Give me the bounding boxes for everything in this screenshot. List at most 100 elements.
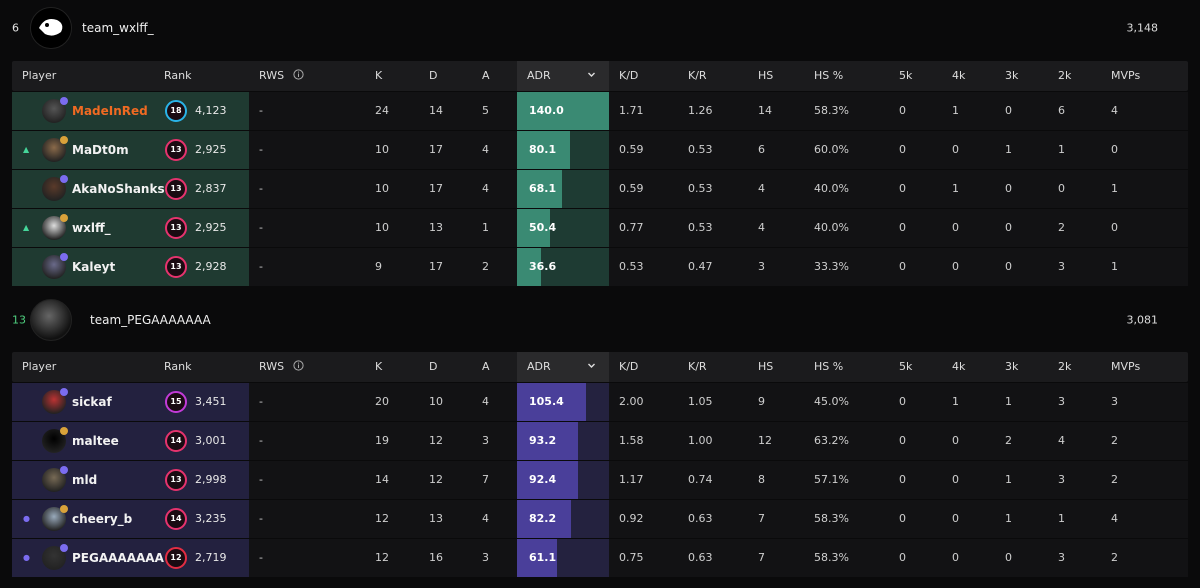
stat-rws: - <box>259 104 263 117</box>
column-header-adr[interactable]: ADR <box>527 69 551 82</box>
stat-k: 19 <box>375 434 389 447</box>
stat-kd: 0.75 <box>619 551 644 564</box>
column-header-kr[interactable]: K/R <box>688 69 707 82</box>
column-header-rank[interactable]: Rank <box>164 360 192 373</box>
info-icon[interactable] <box>293 352 304 382</box>
stat-k2: 2 <box>1058 221 1065 234</box>
stat-rws: - <box>259 143 263 156</box>
column-header-k5[interactable]: 5k <box>899 360 913 373</box>
column-header-kd[interactable]: K/D <box>619 360 639 373</box>
sub-badge-icon <box>60 427 68 435</box>
stat-hs-pct: 58.3% <box>814 104 849 117</box>
stats-cell-bg <box>249 422 1188 460</box>
column-header-k5[interactable]: 5k <box>899 69 913 82</box>
column-header-kd[interactable]: K/D <box>619 69 639 82</box>
column-header-hs-pct[interactable]: HS % <box>814 360 844 373</box>
player-name[interactable]: sickaf <box>72 395 112 409</box>
column-header-a[interactable]: A <box>482 360 490 373</box>
stat-k5: 0 <box>899 221 906 234</box>
scoreboard-team-2: Player Rank RWS K D A ADR K/D K/R HS HS % 5k 4k 3k 2k M… <box>12 352 1188 577</box>
adr-bar <box>517 500 572 538</box>
column-header-rws[interactable]: RWS <box>259 360 285 373</box>
player-name[interactable]: Kaleyt <box>72 260 116 274</box>
stat-k5: 0 <box>899 260 906 273</box>
chevron-down-icon[interactable] <box>587 352 596 382</box>
adr-value: 80.1 <box>529 143 557 156</box>
column-header-k4[interactable]: 4k <box>952 69 966 82</box>
team-round: 6 <box>12 21 19 35</box>
player-row[interactable]: maltee 14 3,001 93.2 - 19 12 3 1.58 1.00 12 63.2% 0 0… <box>12 422 1188 460</box>
adr-value: 82.2 <box>529 512 557 525</box>
player-name[interactable]: mld <box>72 473 98 487</box>
player-name[interactable]: cheery_b <box>72 512 133 526</box>
player-name[interactable]: MadeInRed <box>72 104 148 118</box>
info-icon[interactable] <box>293 61 304 91</box>
column-header-mvps[interactable]: MVPs <box>1111 69 1141 82</box>
player-name[interactable]: PEGAAAAAAA <box>72 551 164 565</box>
stat-k4: 0 <box>952 512 959 525</box>
stat-mvps: 3 <box>1111 395 1118 408</box>
team-header-1: 6 team_wxlff_ 3,148 <box>0 0 1200 56</box>
adr-value: 105.4 <box>529 395 564 408</box>
chevron-down-icon[interactable] <box>587 61 596 91</box>
stat-k3: 1 <box>1005 512 1012 525</box>
stat-hs: 7 <box>758 512 765 525</box>
column-header-player[interactable]: Player <box>22 69 57 82</box>
stat-a: 3 <box>482 551 489 564</box>
column-header-k2[interactable]: 2k <box>1058 69 1072 82</box>
column-header-kr[interactable]: K/R <box>688 360 707 373</box>
stat-hs: 7 <box>758 551 765 564</box>
team-avatar[interactable] <box>30 7 72 49</box>
stat-kd: 0.92 <box>619 512 644 525</box>
player-row[interactable]: sickaf 15 3,451 105.4 - 20 10 4 2.00 1.05 9 45.0% 0 1… <box>12 383 1188 421</box>
stat-k2: 1 <box>1058 143 1065 156</box>
stat-a: 4 <box>482 395 489 408</box>
column-header-mvps[interactable]: MVPs <box>1111 360 1141 373</box>
player-row[interactable]: ▲ MaDt0m 13 2,925 80.1-10 17 4 0.59 0.53 6 60.0% 0 0… <box>12 131 1188 169</box>
column-header-k3[interactable]: 3k <box>1005 360 1019 373</box>
column-header-d[interactable]: D <box>429 69 438 82</box>
adr-value: 36.6 <box>529 260 557 273</box>
stat-hs: 12 <box>758 434 772 447</box>
column-header-rank[interactable]: Rank <box>164 69 192 82</box>
stat-d: 12 <box>429 434 443 447</box>
team-name[interactable]: team_wxlff_ <box>82 21 154 35</box>
team-score: 3,081 <box>1126 313 1159 327</box>
adr-cell: 93.2 <box>517 422 609 460</box>
column-header-k[interactable]: K <box>375 69 383 82</box>
stats-cell-bg <box>249 209 1188 247</box>
player-name[interactable]: MaDt0m <box>72 143 129 157</box>
player-row[interactable]: Kaleyt 13 2,928 36.6 - 9 17 2 0.53 0.47 3 33.3% 0 0 0 3… <box>12 248 1188 286</box>
column-header-k[interactable]: K <box>375 360 383 373</box>
column-header-k3[interactable]: 3k <box>1005 69 1019 82</box>
player-row[interactable]: ● cheery_b 14 3,235 82.2-12 13 4 0.92 0.63 7 58.3%… <box>12 500 1188 538</box>
stat-hs-pct: 33.3% <box>814 260 849 273</box>
player-row[interactable]: ▲ wxlff_ 13 2,925 50.4 - 10 13 1 0.77 0.53 4 40.0% 0 0… <box>12 209 1188 247</box>
column-header-rws[interactable]: RWS <box>259 69 285 82</box>
column-header-hs[interactable]: HS <box>758 69 774 82</box>
column-header-hs-pct[interactable]: HS % <box>814 69 844 82</box>
team-avatar[interactable] <box>30 299 72 341</box>
player-name[interactable]: wxlff_ <box>72 221 111 235</box>
column-header-a[interactable]: A <box>482 69 490 82</box>
player-row[interactable]: mld 13 2,998 92.4-14 12 7 1.17 0.74 8 57.1% 0 0 1 3 2 <box>12 461 1188 499</box>
stat-rws: - <box>259 260 263 273</box>
column-header-k4[interactable]: 4k <box>952 360 966 373</box>
stat-rws: - <box>259 512 263 525</box>
player-row[interactable]: MadeInRed 18 4,123 140.0-24 14 5 1.71 1.26 14 58.… <box>12 92 1188 130</box>
player-row[interactable]: ● PEGAAAAAAA 12 2,719 61.1-12 16 3 0.75 0.63 7 58.… <box>12 539 1188 577</box>
stat-rws: - <box>259 434 263 447</box>
adr-cell: 140.0 <box>517 92 609 130</box>
team-name[interactable]: team_PEGAAAAAAA <box>90 313 211 327</box>
stat-kr: 0.53 <box>688 143 713 156</box>
player-name[interactable]: maltee <box>72 434 119 448</box>
adr-cell: 36.6 <box>517 248 609 286</box>
column-header-hs[interactable]: HS <box>758 360 774 373</box>
column-header-k2[interactable]: 2k <box>1058 360 1072 373</box>
column-header-adr[interactable]: ADR <box>527 360 551 373</box>
player-row[interactable]: AkaNoShanks 13 2,837 68.1-10 17 4 0.59 0.53 4 40.… <box>12 170 1188 208</box>
player-name[interactable]: AkaNoShanks <box>72 182 165 196</box>
column-header-d[interactable]: D <box>429 360 438 373</box>
column-header-player[interactable]: Player <box>22 360 57 373</box>
skill-level-badge: 14 <box>165 430 187 452</box>
